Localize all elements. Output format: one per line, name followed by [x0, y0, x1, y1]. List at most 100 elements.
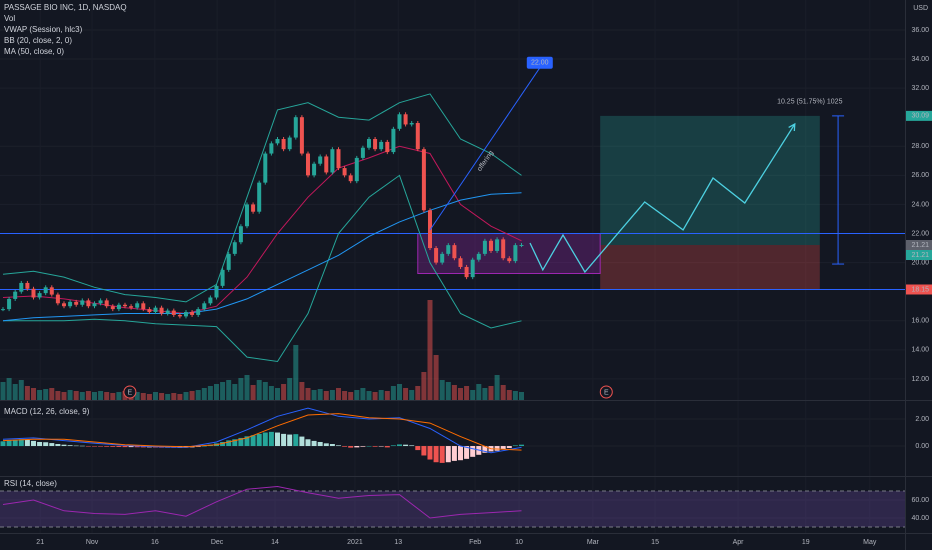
candle-body	[397, 114, 402, 129]
candle-body	[214, 285, 219, 298]
volume-bar	[409, 390, 415, 400]
candle-body	[470, 259, 475, 278]
macd-bar	[244, 436, 250, 447]
volume-bar	[384, 391, 390, 400]
macd-bar	[104, 446, 110, 447]
volume-bar	[457, 388, 463, 400]
macd-bar	[482, 446, 488, 453]
x-tick-label: 14	[271, 539, 279, 546]
x-tick-label: 16	[151, 539, 159, 546]
macd-bar	[451, 446, 457, 461]
volume-bar	[79, 392, 85, 400]
y-tick-label: 26.00	[911, 172, 929, 179]
volume-bar	[250, 385, 256, 400]
macd-bar	[91, 446, 97, 447]
x-tick-label: 2021	[347, 539, 363, 546]
volume-bar	[165, 394, 171, 400]
macd-bar	[366, 446, 372, 447]
candle-body	[507, 258, 512, 262]
volume-bar	[6, 378, 12, 400]
volume-bar	[311, 390, 317, 400]
volume-bar	[305, 388, 311, 400]
macd-bar	[122, 446, 128, 448]
macd-line	[2, 407, 522, 454]
x-tick-label: Apr	[733, 539, 745, 546]
macd-bar	[439, 446, 445, 463]
candle-body	[251, 204, 256, 212]
candle-body	[312, 163, 317, 176]
candle-body	[232, 242, 237, 254]
volume-bar	[49, 388, 55, 400]
volume-bar	[146, 394, 152, 400]
volume-bar	[85, 391, 91, 400]
candle-body	[202, 303, 207, 310]
volume-bar	[213, 384, 219, 400]
last-price-label: 21.21	[911, 252, 929, 259]
macd-bar	[470, 446, 476, 457]
target-label: 30.09	[911, 113, 929, 120]
candle-body	[147, 309, 152, 313]
candle-body	[360, 147, 365, 158]
volume-bar	[171, 393, 177, 400]
candle-body	[190, 312, 195, 315]
macd-bar	[18, 439, 24, 447]
macd-bar	[305, 439, 311, 447]
volume-bar	[506, 390, 512, 400]
projection-line	[529, 123, 796, 274]
candle-body	[238, 226, 243, 243]
earnings-marker	[599, 385, 613, 399]
candle-body	[391, 128, 396, 153]
volume-bar	[476, 384, 482, 400]
candle-body	[226, 253, 231, 270]
candle-body	[55, 294, 60, 304]
x-tick-label: 21	[36, 539, 44, 546]
macd-bar	[134, 446, 140, 448]
macd-bar	[12, 439, 18, 447]
macd-bar	[61, 444, 67, 447]
volume-bar	[61, 392, 67, 400]
volume-bar	[470, 390, 476, 400]
volume-bar	[415, 386, 421, 400]
macd-bar	[226, 440, 232, 447]
x-tick-label: Mar	[587, 539, 600, 546]
volume-bar	[421, 372, 427, 400]
volume-bar	[73, 391, 79, 400]
macd-bar	[55, 444, 61, 447]
x-tick-label: 15	[651, 539, 659, 546]
volume-bar	[317, 389, 323, 400]
macd-bar	[457, 446, 463, 461]
candle-body	[513, 245, 518, 262]
y-tick-label: 24.00	[911, 201, 929, 208]
volume-bar	[12, 384, 18, 400]
x-tick-label: May	[863, 539, 877, 546]
indicator-label: BB (20, close, 2, 0)	[4, 36, 72, 45]
y-tick-label: 32.00	[911, 85, 929, 92]
volume-bar	[238, 378, 244, 400]
candle-body	[80, 300, 85, 305]
volume-bar	[98, 391, 104, 400]
macd-bar	[287, 434, 293, 447]
candle-body	[501, 239, 506, 259]
volume-bar	[30, 388, 36, 400]
volume-bar	[152, 392, 158, 400]
macd-bar	[323, 443, 329, 447]
candle-body	[19, 282, 24, 292]
macd-bar	[49, 443, 55, 447]
macd-bar	[73, 445, 79, 447]
macd-bar	[128, 446, 134, 448]
x-tick-label: 19	[802, 539, 810, 546]
macd-bar	[445, 446, 451, 463]
candle-body	[31, 288, 36, 298]
candle-body	[403, 114, 408, 125]
volume-bar	[91, 392, 97, 400]
macd-bar	[342, 446, 348, 447]
macd-bar	[274, 432, 280, 447]
volume-bar	[226, 380, 232, 400]
macd-bar	[67, 445, 73, 447]
volume-bar	[342, 391, 348, 400]
volume-bar	[262, 382, 268, 400]
trend-arrow	[429, 67, 541, 231]
candle-body	[177, 314, 182, 317]
macd-bar	[85, 446, 91, 447]
volume-bar	[116, 392, 122, 400]
